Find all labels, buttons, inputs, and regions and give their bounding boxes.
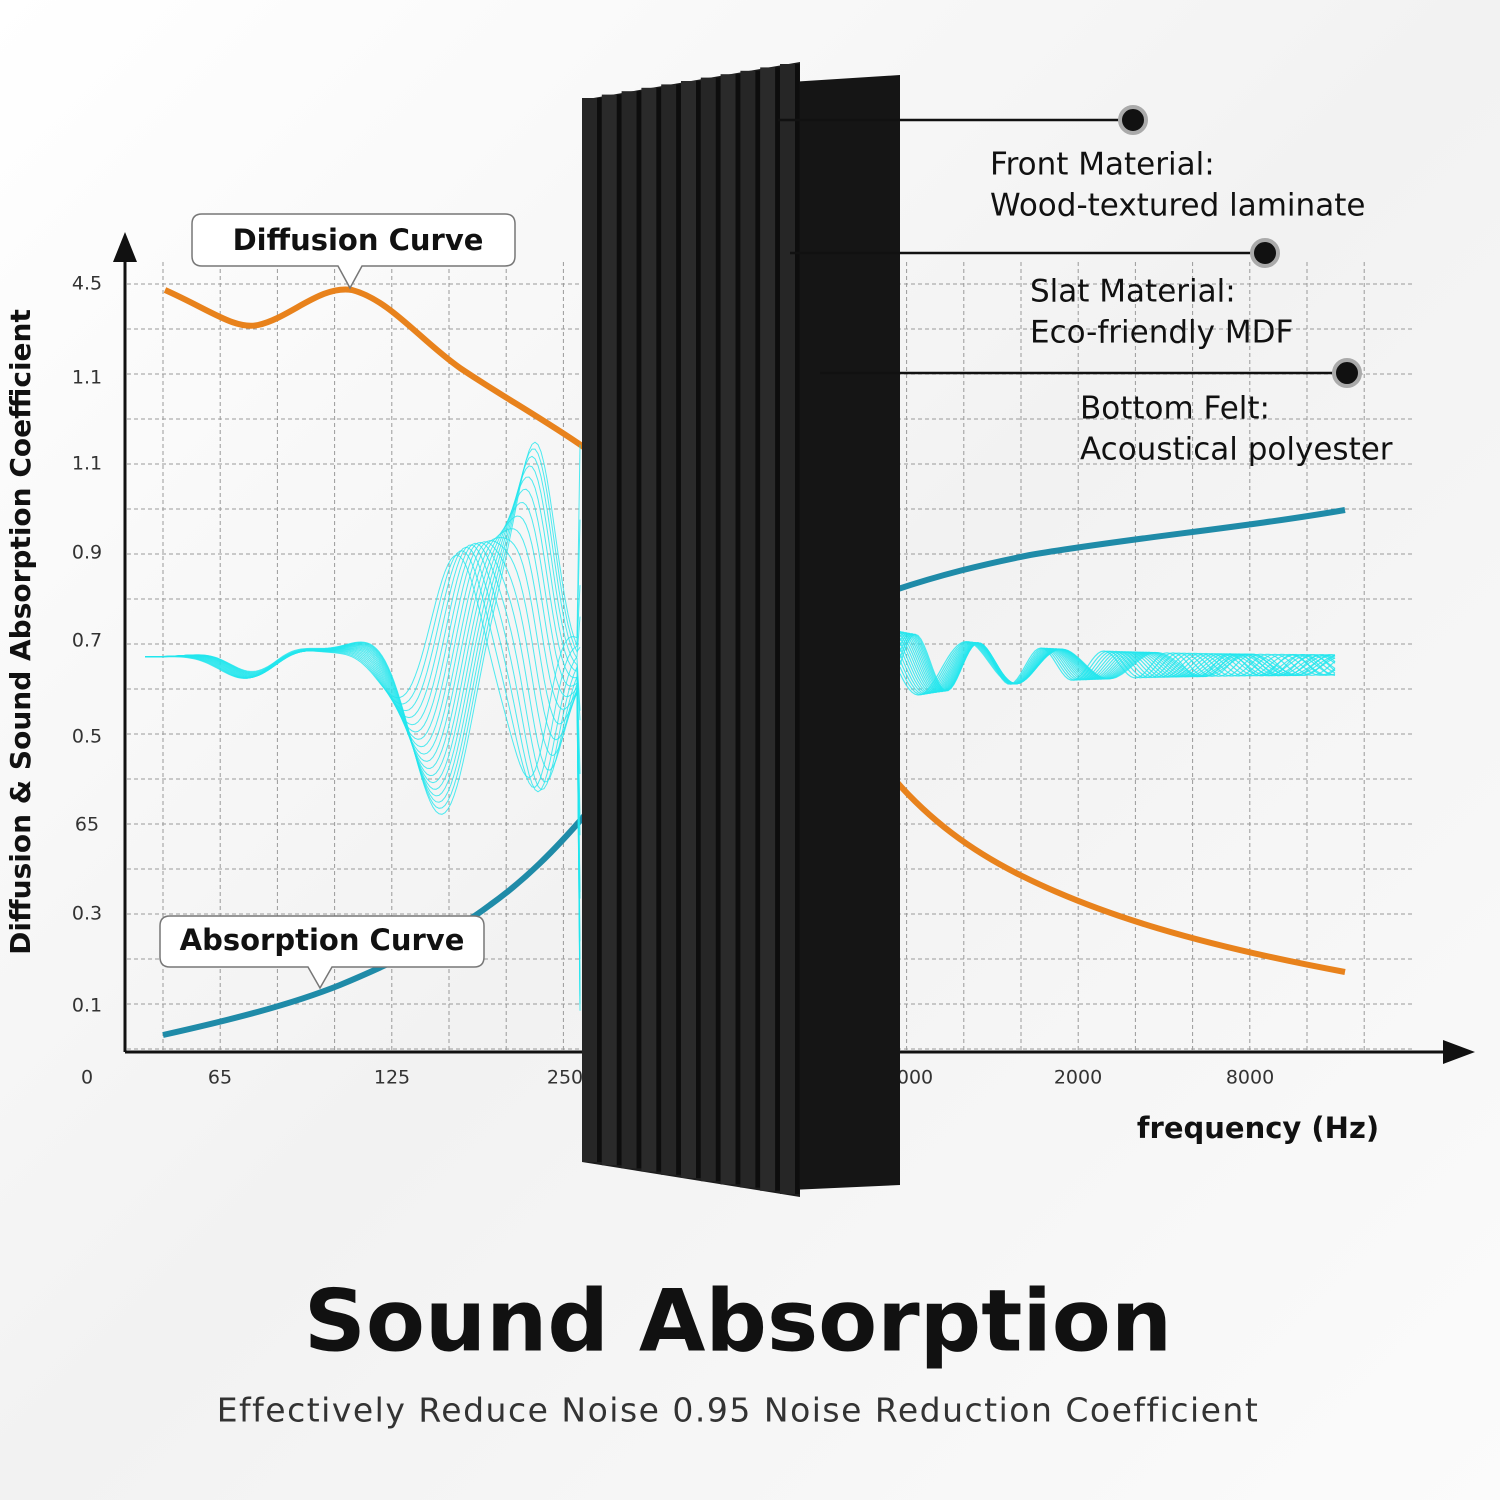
- x-tick-label: 125: [374, 1067, 410, 1089]
- slat: [740, 70, 756, 1188]
- x-axis-arrow: [1443, 1040, 1475, 1064]
- y-tick-label: 4.5: [72, 273, 102, 295]
- y-axis-arrow: [113, 232, 137, 262]
- y-tick-label: 1.1: [72, 367, 102, 389]
- y-tick-label: 0.9: [72, 542, 102, 564]
- slat: [720, 74, 736, 1185]
- slat-edge: [755, 70, 761, 1188]
- x-tick-label: 250: [547, 1067, 583, 1089]
- callout-box: [191, 213, 516, 290]
- slat-edge: [696, 81, 701, 1178]
- diffusion-curve: [163, 286, 587, 451]
- wave-line: [145, 441, 581, 815]
- wave-line: [145, 488, 581, 893]
- slat: [760, 67, 776, 1191]
- slat-edge: [597, 98, 602, 1162]
- sound-wave: [144, 441, 1336, 1011]
- slat: [601, 94, 617, 1166]
- slat: [641, 87, 657, 1172]
- slat: [661, 84, 677, 1175]
- callout-label: Absorption Curve: [180, 923, 465, 957]
- material-description: Wood-textured laminate: [990, 188, 1365, 224]
- slat: [681, 81, 696, 1178]
- y-tick-label: 0.5: [72, 726, 102, 748]
- slat: [780, 64, 795, 1194]
- slat-edge: [775, 67, 780, 1191]
- wave-line: [145, 541, 581, 960]
- subtitle: Effectively Reduce Noise 0.95 Noise Redu…: [217, 1391, 1260, 1430]
- x-tick-label: 0: [81, 1067, 93, 1089]
- y-tick-label: 0.7: [72, 630, 102, 652]
- leader-dot: [1332, 358, 1362, 388]
- y-tick-label: 65: [75, 814, 99, 836]
- leader-dot: [1250, 238, 1280, 268]
- slat-edge: [616, 94, 622, 1166]
- slat-edge: [795, 64, 800, 1194]
- slat-edge: [676, 84, 681, 1175]
- x-tick-label: 65: [208, 1067, 232, 1089]
- leader-dot: [1118, 105, 1148, 135]
- wave-line: [145, 537, 581, 1011]
- slat-edge: [656, 87, 662, 1172]
- title: Sound Absorption: [304, 1271, 1172, 1371]
- slat: [582, 98, 597, 1162]
- y-tick-label: 0.3: [72, 903, 102, 925]
- slat-edge: [636, 91, 642, 1169]
- slat-edge: [735, 74, 741, 1185]
- wave-line: [144, 476, 581, 836]
- wave-line: [145, 540, 581, 997]
- material-heading: Front Material:: [990, 147, 1215, 183]
- material-heading: Bottom Felt:: [1080, 391, 1270, 427]
- slat-edge: [715, 77, 721, 1182]
- wave-line: [144, 465, 581, 797]
- y-tick-label: 1.1: [72, 453, 102, 475]
- x-tick-label: 8000: [1226, 1067, 1274, 1089]
- diffusion-curve: [892, 778, 1346, 975]
- callout-box: [159, 915, 485, 990]
- tick-labels: 4.5 1.1 1.1 0.9 0.7 0.5 65 0.3 0.1 0 65 125 250 000 20…: [72, 273, 1274, 1089]
- material-description: Eco-friendly MDF: [1030, 315, 1293, 351]
- y-axis-title: Diffusion & Sound Absorption Coefficient: [4, 309, 37, 955]
- acoustic-panel: [582, 62, 800, 1197]
- material-heading: Slat Material:: [1030, 274, 1236, 310]
- x-tick-label: 2000: [1054, 1067, 1102, 1089]
- x-tick-label: 000: [897, 1067, 933, 1089]
- absorption-curve: [894, 507, 1346, 593]
- wave-line: [144, 455, 581, 803]
- material-description: Acoustical polyester: [1080, 432, 1393, 468]
- y-tick-label: 0.1: [72, 995, 102, 1017]
- felt-backing: [790, 75, 900, 1190]
- slat: [621, 91, 637, 1169]
- callout-label: Diffusion Curve: [233, 223, 484, 257]
- slat: [700, 77, 716, 1182]
- wave-line: [899, 640, 1336, 696]
- x-axis-title: frequency (Hz): [1137, 1111, 1379, 1145]
